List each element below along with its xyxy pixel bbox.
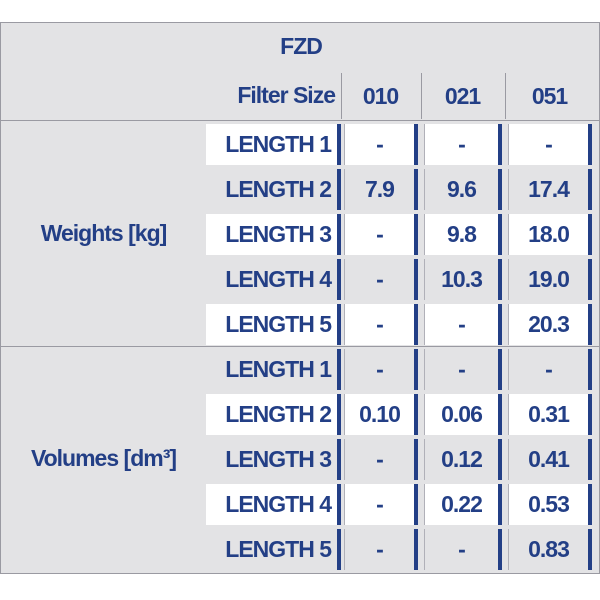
- value-cell: 0.41: [508, 439, 592, 480]
- value-cell: 0.10: [344, 394, 418, 435]
- spec-table: FZD Filter Size 010 021 051 LENGTH 1- - - LENGTH…: [0, 22, 600, 574]
- value-cell: -: [344, 124, 418, 165]
- value-cell: 0.22: [424, 484, 502, 525]
- value-cell: -: [344, 304, 418, 345]
- value-cell: 19.0: [508, 259, 592, 300]
- value-cell: -: [424, 124, 502, 165]
- value-cell: 0.12: [424, 439, 502, 480]
- row-label: LENGTH 4: [206, 259, 341, 300]
- value-cell: -: [424, 349, 502, 390]
- value-cell: 17.4: [508, 169, 592, 210]
- value-cell: 9.6: [424, 169, 502, 210]
- separator: [1, 120, 599, 121]
- value-cell: -: [424, 304, 502, 345]
- value-cell: 18.0: [508, 214, 592, 255]
- value-cell: -: [344, 484, 418, 525]
- row-label: LENGTH 1: [206, 349, 341, 390]
- column-header: 010: [341, 73, 419, 119]
- value-cell: 0.53: [508, 484, 592, 525]
- value-cell: -: [508, 349, 592, 390]
- row-label: LENGTH 1: [206, 124, 341, 165]
- row-label: LENGTH 3: [206, 214, 341, 255]
- value-cell: -: [344, 349, 418, 390]
- row-label: LENGTH 5: [206, 304, 341, 345]
- group-label: Volumes [dm³]: [30, 445, 177, 471]
- value-cell: -: [344, 529, 418, 570]
- value-cell: -: [424, 529, 502, 570]
- value-cell: 0.31: [508, 394, 592, 435]
- value-cell: -: [508, 124, 592, 165]
- group-label: Weights [kg]: [40, 220, 168, 246]
- separator: [1, 346, 599, 347]
- row-label: LENGTH 3: [206, 439, 341, 480]
- value-cell: 9.8: [424, 214, 502, 255]
- column-header: 021: [421, 73, 503, 119]
- value-cell: -: [344, 214, 418, 255]
- row-label: LENGTH 2: [206, 169, 341, 210]
- row-label: LENGTH 5: [206, 529, 341, 570]
- value-cell: 0.83: [508, 529, 592, 570]
- table-title: FZD: [280, 32, 323, 59]
- value-cell: -: [344, 439, 418, 480]
- value-cell: 20.3: [508, 304, 592, 345]
- row-label: LENGTH 2: [206, 394, 341, 435]
- filter-size-label: Filter Size: [237, 81, 336, 108]
- value-cell: 10.3: [424, 259, 502, 300]
- row-label: LENGTH 4: [206, 484, 341, 525]
- column-header: 051: [505, 73, 593, 119]
- value-cell: 7.9: [344, 169, 418, 210]
- value-cell: -: [344, 259, 418, 300]
- value-cell: 0.06: [424, 394, 502, 435]
